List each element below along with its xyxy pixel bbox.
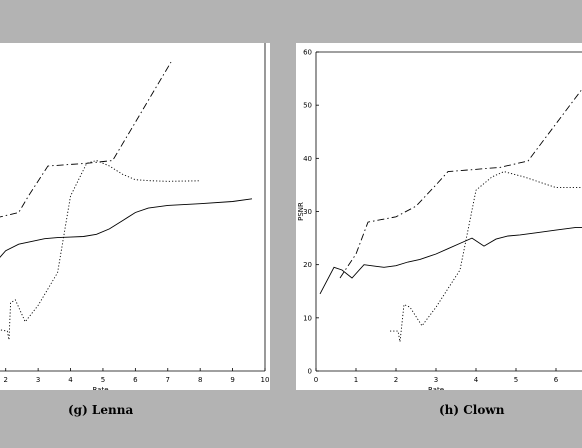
series-line-dashdot — [339, 88, 582, 279]
x-tick-label: 9 — [230, 376, 234, 384]
x-tick-label: 5 — [514, 376, 518, 384]
caption-lenna: (g) Lenna — [68, 403, 134, 417]
x-tick-label: 3 — [36, 376, 40, 384]
x-tick-label: 10 — [261, 376, 270, 384]
y-tick-label: 20 — [303, 261, 312, 269]
caption-clown: (h) Clown — [439, 403, 505, 417]
y-tick-label: 30 — [303, 208, 312, 216]
y-tick-label: 60 — [303, 49, 312, 57]
series-line-dotted — [0, 160, 201, 340]
y-tick-label: 50 — [303, 102, 312, 110]
x-tick-label: 2 — [3, 376, 7, 384]
x-tick-label: 3 — [434, 376, 438, 384]
series-line-solid — [0, 198, 253, 258]
series-line-dashdot — [0, 61, 172, 218]
x-tick-label: 4 — [68, 376, 73, 384]
lenna-chart: 2 3 4 5 6 7 8 9 10 Rate — [0, 43, 270, 390]
x-axis-label: Rate — [92, 386, 108, 390]
series-line-dotted — [390, 171, 582, 342]
x-tick-label: 0 — [314, 376, 318, 384]
x-tick-label: 1 — [354, 376, 358, 384]
clown-chart-panel: 0 1 2 3 4 5 6 0 10 20 30 40 50 60 Rate PSNR — [296, 43, 582, 390]
x-tick-label: 6 — [554, 376, 559, 384]
y-tick-label: 0 — [308, 368, 312, 376]
x-tick-label: 6 — [133, 376, 138, 384]
y-axis-label: PSNR — [297, 202, 305, 221]
x-tick-label: 8 — [198, 376, 202, 384]
y-tick-label: 10 — [303, 314, 312, 322]
x-tick-label: 2 — [394, 376, 398, 384]
y-tick-label: 40 — [303, 155, 312, 163]
x-axis-label: Rate — [428, 386, 444, 390]
series-line-solid — [319, 226, 582, 295]
lenna-chart-panel: 2 3 4 5 6 7 8 9 10 Rate — [0, 43, 270, 390]
x-tick-label: 5 — [101, 376, 105, 384]
x-tick-label: 7 — [166, 376, 170, 384]
x-tick-label: 4 — [474, 376, 479, 384]
